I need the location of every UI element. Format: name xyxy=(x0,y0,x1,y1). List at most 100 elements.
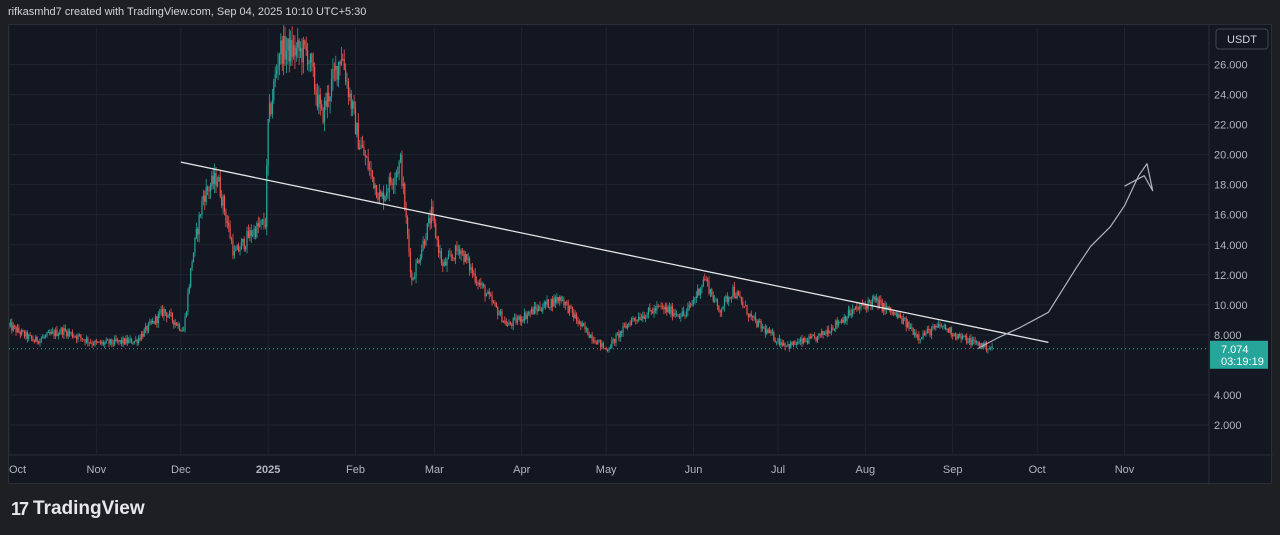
chart-panel[interactable]: 26.000 24.000 22.000 20.000 18.000 16.000 14.0… xyxy=(8,24,1273,485)
candle-body xyxy=(422,240,424,251)
candle-body xyxy=(987,349,989,351)
candle-body xyxy=(426,223,428,241)
candle-body xyxy=(430,206,433,224)
candle-body xyxy=(42,336,44,339)
x-tick-label: Mar xyxy=(425,464,444,476)
x-tick-label: Nov xyxy=(1115,464,1135,476)
candle-body xyxy=(171,313,173,321)
candle-body xyxy=(804,337,806,342)
candle-body xyxy=(281,40,283,64)
candle-body xyxy=(716,299,719,306)
candle-body xyxy=(564,301,566,306)
candle-body xyxy=(918,334,920,340)
candle-body xyxy=(115,338,117,342)
candle-body xyxy=(202,195,204,201)
candle-body xyxy=(552,299,554,307)
candle-body xyxy=(673,313,675,317)
candle-body xyxy=(674,313,676,315)
candle-body xyxy=(747,314,750,317)
candle-body xyxy=(160,309,162,313)
candle-body xyxy=(267,119,269,166)
candle-body xyxy=(514,317,516,319)
candle-body xyxy=(316,94,319,108)
candle-body xyxy=(97,342,99,343)
candle-body xyxy=(960,336,962,339)
candle-body xyxy=(664,306,666,310)
y-tick-label: 18.000 xyxy=(1214,180,1248,192)
x-tick-label: 2025 xyxy=(256,464,280,476)
candle-body xyxy=(808,336,810,344)
candle-body xyxy=(581,323,583,327)
candle-body xyxy=(188,286,190,293)
candle-body xyxy=(947,328,950,333)
candle-body xyxy=(167,315,169,318)
candle-body xyxy=(252,234,254,236)
candle-body xyxy=(288,38,290,62)
candle-body xyxy=(106,339,109,341)
candle-body xyxy=(745,305,747,307)
candle-body xyxy=(297,40,299,48)
candle-body xyxy=(897,313,899,318)
candle-body xyxy=(67,331,69,337)
candle-body xyxy=(780,342,782,346)
x-tick-label: Oct xyxy=(9,464,26,476)
candle-body xyxy=(350,93,352,109)
candle-body xyxy=(57,334,59,337)
candle-body xyxy=(402,183,404,186)
candle-body xyxy=(335,66,337,70)
candle-body xyxy=(383,192,385,202)
candle-body xyxy=(87,338,89,343)
candle-body xyxy=(608,348,610,351)
candle-body xyxy=(892,312,895,315)
candle-body xyxy=(763,326,765,328)
candle-body xyxy=(236,245,238,250)
candle-body xyxy=(715,299,717,301)
candle-body xyxy=(719,311,721,313)
candle-body xyxy=(129,338,131,340)
candle-body xyxy=(739,295,741,298)
candle-body xyxy=(150,321,152,323)
candle-body xyxy=(208,190,210,192)
candle-body xyxy=(563,299,565,306)
candle-body xyxy=(152,320,154,323)
candle-body xyxy=(314,66,316,90)
candle-body xyxy=(377,197,379,200)
candle-body xyxy=(467,258,469,260)
currency-badge xyxy=(1215,28,1269,50)
candle-body xyxy=(354,107,357,135)
candle-body xyxy=(66,330,68,337)
candle-body xyxy=(473,273,475,275)
candle-body xyxy=(545,302,547,305)
candle-body xyxy=(412,278,414,280)
candle-body xyxy=(911,327,913,329)
candle-body xyxy=(435,223,437,238)
candle-body xyxy=(916,334,919,337)
candle-body xyxy=(15,326,17,333)
candle-body xyxy=(843,316,845,323)
candle-body xyxy=(622,325,624,333)
candle-body xyxy=(614,338,616,343)
candle-body xyxy=(860,303,862,308)
candle-body xyxy=(978,343,981,346)
candle-body xyxy=(126,338,128,343)
candle-body xyxy=(336,66,338,80)
candle-body xyxy=(822,330,824,335)
candle-body xyxy=(312,62,314,67)
x-tick-label: Apr xyxy=(513,464,530,476)
candle-body xyxy=(752,315,754,318)
candle-body xyxy=(292,45,295,57)
candle-body xyxy=(615,334,617,343)
candle-body xyxy=(740,297,742,302)
candlestick-chart[interactable]: 26.000 24.000 22.000 20.000 18.000 16.000 14.0… xyxy=(9,25,1273,485)
candle-body xyxy=(371,170,373,177)
candle-body xyxy=(373,176,375,189)
candle-body xyxy=(853,309,855,311)
candle-body xyxy=(125,338,127,345)
candle-body xyxy=(63,328,65,335)
candle-body xyxy=(184,316,186,331)
candle-body xyxy=(84,339,86,343)
candle-body xyxy=(583,323,585,326)
candle-body xyxy=(781,342,783,346)
candle-body xyxy=(656,305,658,311)
candle-body xyxy=(474,273,476,283)
